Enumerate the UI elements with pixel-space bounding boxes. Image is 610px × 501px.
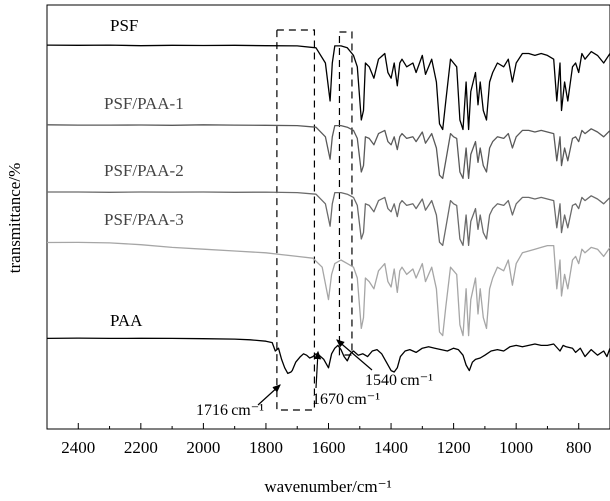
- x-tick-label: 1800: [249, 438, 283, 457]
- series-label: PAA: [110, 311, 143, 330]
- series-label: PSF/PAA-3: [104, 210, 184, 229]
- x-tick-label: 2000: [186, 438, 220, 457]
- x-tick-label: 1200: [437, 438, 471, 457]
- y-axis-label: transmittance/%: [5, 163, 24, 273]
- annotation-arrow: [314, 350, 322, 389]
- series-labels: PSF PSF/PAA-1 PSF/PAA-2 PSF/PAA-3 PAA: [104, 16, 184, 330]
- spectra: [46, 44, 610, 375]
- x-axis-ticks: 2400 2200 2000 1800 1600 1400 1200 1000 800: [46, 423, 610, 457]
- x-tick-label: 1600: [312, 438, 346, 457]
- annotation-label: 1540 cm⁻¹: [365, 372, 433, 389]
- highlight-boxes: [276, 29, 353, 411]
- annotation-arrow: [336, 339, 373, 371]
- annotation-arrow: [257, 384, 281, 406]
- series-label: PSF/PAA-1: [104, 94, 184, 113]
- spectrum-line-psf-paa-2: [47, 191, 610, 247]
- peak-annotations: 1716 cm⁻¹ 1670 cm⁻¹ 1540 cm⁻¹: [196, 339, 433, 419]
- x-tick-label: 2400: [61, 438, 95, 457]
- series-label: PSF: [110, 16, 138, 35]
- x-tick-label: 2200: [124, 438, 158, 457]
- series-label: PSF/PAA-2: [104, 161, 184, 180]
- highlight-box: [276, 29, 316, 411]
- annotation-label: 1670 cm⁻¹: [312, 391, 380, 408]
- x-tick-label: 1000: [499, 438, 533, 457]
- spectrum-line-psf-paa-1: [46, 124, 610, 180]
- highlight-box: [338, 31, 353, 356]
- annotation-label: 1716 cm⁻¹: [196, 402, 264, 419]
- x-tick-label: 1400: [374, 438, 408, 457]
- x-tick-label: 800: [566, 438, 592, 457]
- spectrum-line-psf: [46, 44, 610, 131]
- spectrum-line-psf-paa-3: [46, 241, 610, 337]
- spectrum-line-paa: [46, 337, 610, 375]
- x-axis-label: wavenumber/cm⁻¹: [264, 477, 391, 496]
